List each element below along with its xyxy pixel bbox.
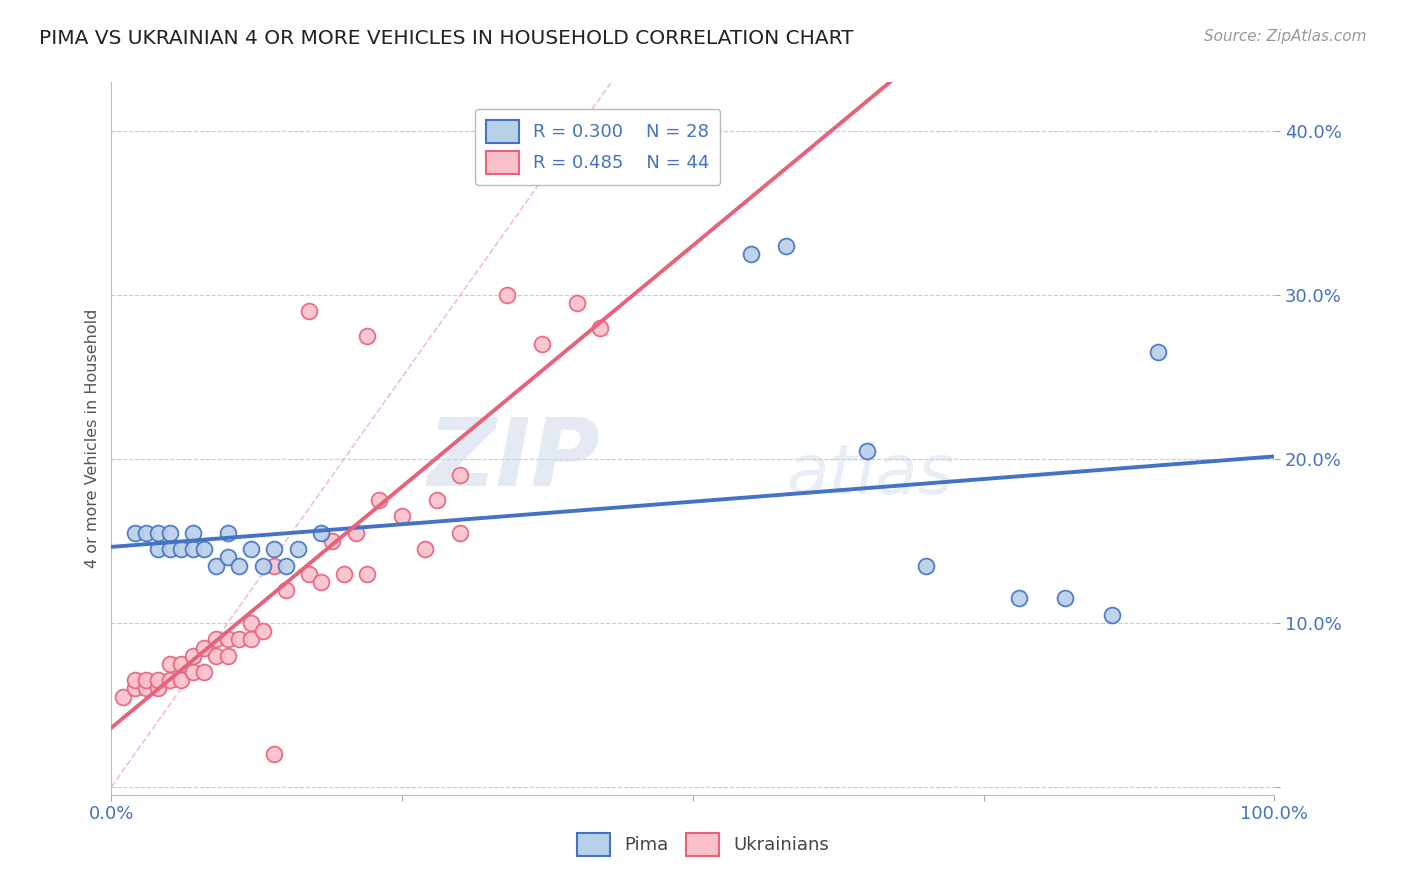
Point <box>391 509 413 524</box>
Point <box>146 681 169 696</box>
Point <box>1007 591 1029 606</box>
Point <box>146 673 169 688</box>
Point <box>170 657 193 671</box>
Point <box>217 632 239 647</box>
Point <box>181 665 204 679</box>
Point <box>1054 591 1077 606</box>
Point <box>146 542 169 557</box>
Point <box>426 492 449 507</box>
Point <box>170 542 193 557</box>
Point <box>263 542 285 557</box>
Point <box>263 558 285 573</box>
Point <box>287 542 309 557</box>
Text: ZIP: ZIP <box>427 414 600 506</box>
Point <box>356 566 378 581</box>
Point <box>181 648 204 663</box>
Point <box>495 288 517 302</box>
Point <box>124 525 146 540</box>
Point <box>159 525 181 540</box>
Point <box>530 337 553 351</box>
Point <box>181 525 204 540</box>
Point <box>159 657 181 671</box>
Point <box>309 574 332 589</box>
Legend: R = 0.300    N = 28, R = 0.485    N = 44: R = 0.300 N = 28, R = 0.485 N = 44 <box>475 109 720 185</box>
Point <box>146 525 169 540</box>
Legend: Pima, Ukrainians: Pima, Ukrainians <box>569 826 837 863</box>
Point <box>1101 607 1123 622</box>
Point <box>252 558 274 573</box>
Point <box>217 550 239 565</box>
Point <box>589 321 612 335</box>
Point <box>240 615 263 630</box>
Point <box>298 566 321 581</box>
Point <box>112 690 135 704</box>
Point <box>193 542 215 557</box>
Point <box>740 247 762 261</box>
Point <box>298 304 321 318</box>
Point <box>914 558 936 573</box>
Text: Source: ZipAtlas.com: Source: ZipAtlas.com <box>1204 29 1367 44</box>
Point <box>159 542 181 557</box>
Point <box>205 558 228 573</box>
Point <box>217 648 239 663</box>
Point <box>135 525 157 540</box>
Text: atlas: atlas <box>786 441 955 508</box>
Point <box>124 673 146 688</box>
Point <box>252 624 274 639</box>
Point <box>240 542 263 557</box>
Point <box>240 632 263 647</box>
Point <box>274 558 297 573</box>
Point <box>449 525 471 540</box>
Point <box>135 681 157 696</box>
Point <box>449 468 471 483</box>
Point <box>565 296 588 310</box>
Point <box>415 542 437 557</box>
Point <box>124 681 146 696</box>
Point <box>321 533 343 548</box>
Point <box>217 525 239 540</box>
Point <box>775 239 797 253</box>
Point <box>356 329 378 343</box>
Point <box>333 566 356 581</box>
Point <box>344 525 367 540</box>
Point <box>263 747 285 761</box>
Point <box>181 542 204 557</box>
Point <box>159 673 181 688</box>
Point <box>170 673 193 688</box>
Point <box>228 558 250 573</box>
Point <box>205 648 228 663</box>
Y-axis label: 4 or more Vehicles in Household: 4 or more Vehicles in Household <box>86 309 100 568</box>
Point <box>309 525 332 540</box>
Text: PIMA VS UKRAINIAN 4 OR MORE VEHICLES IN HOUSEHOLD CORRELATION CHART: PIMA VS UKRAINIAN 4 OR MORE VEHICLES IN … <box>39 29 853 47</box>
Point <box>1147 345 1170 359</box>
Point <box>856 443 879 458</box>
Point <box>135 673 157 688</box>
Point <box>193 640 215 655</box>
Point <box>368 492 391 507</box>
Point <box>193 665 215 679</box>
Point <box>205 632 228 647</box>
Point <box>274 583 297 598</box>
Point <box>228 632 250 647</box>
